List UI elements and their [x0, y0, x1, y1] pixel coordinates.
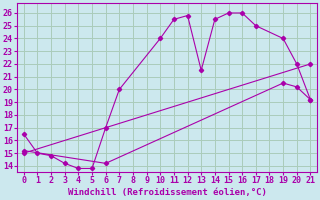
X-axis label: Windchill (Refroidissement éolien,°C): Windchill (Refroidissement éolien,°C) [68, 188, 267, 197]
